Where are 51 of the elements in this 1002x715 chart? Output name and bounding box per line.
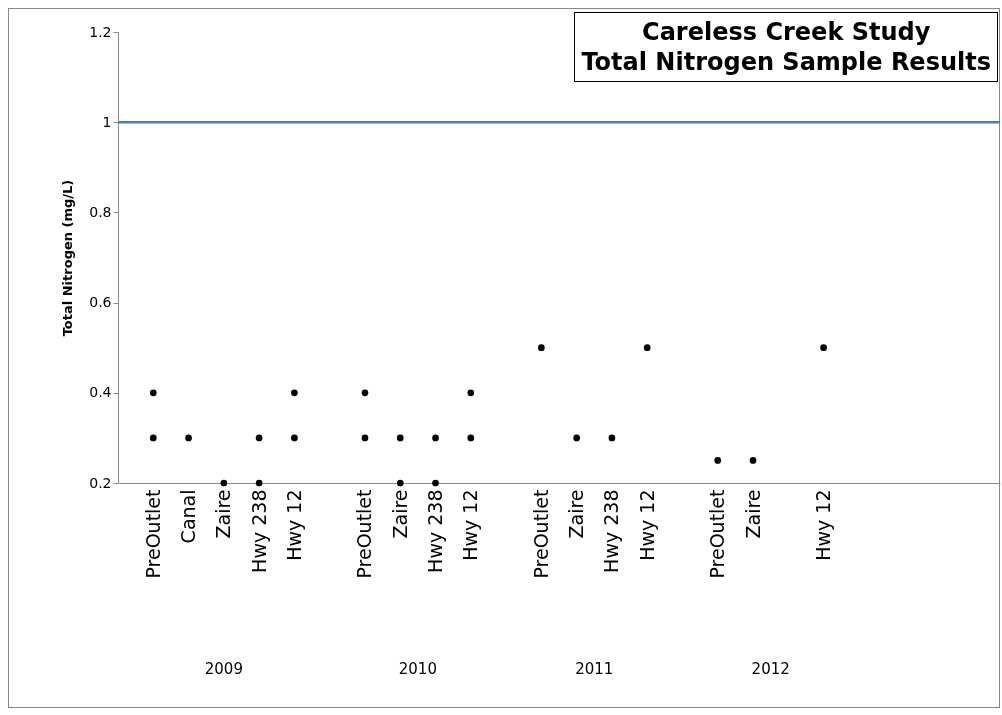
x-tick-label: Hwy 12 [635, 489, 658, 561]
x-tick-label: Hwy 238 [600, 489, 623, 573]
x-tick-label: Zaire [388, 489, 411, 539]
x-tick-label: Hwy 12 [459, 489, 482, 561]
chart-title: Careless Creek Study Total Nitrogen Sample Results [574, 12, 998, 82]
y-tick-label: 0.2 [89, 474, 112, 491]
point [820, 344, 827, 352]
x-tick-label: Zaire [565, 489, 588, 539]
text: 2012 [751, 660, 790, 678]
point [291, 434, 298, 442]
point [714, 457, 722, 464]
point [149, 434, 157, 442]
point [432, 479, 439, 487]
point [608, 434, 616, 442]
text: 2009 [204, 660, 243, 678]
y-tick-label: 0.8 [89, 203, 112, 220]
x-tick-label: Hwy 12 [282, 489, 305, 561]
x-tick-label: Hwy 12 [812, 489, 835, 561]
point [361, 434, 369, 442]
x-tick-label: Canal [177, 489, 200, 544]
y-tick-label: 0.6 [89, 294, 112, 311]
point [467, 434, 475, 442]
y-tick-label: 1.2 [89, 23, 112, 40]
point [361, 389, 369, 397]
y-axis-title: Total Nitrogen (mg/L) [60, 179, 76, 337]
point [220, 479, 228, 487]
point [396, 434, 404, 442]
text: 2011 [575, 660, 614, 678]
point [432, 434, 439, 442]
point [185, 434, 192, 442]
point [396, 479, 404, 487]
x-tick-label: Hwy 238 [247, 489, 270, 573]
point [573, 434, 580, 442]
point [538, 344, 545, 352]
x-tick-label: PreOutlet [529, 489, 552, 579]
x-tick-label: Zaire [741, 489, 764, 539]
x-tick-label: PreOutlet [141, 489, 164, 579]
point [749, 457, 757, 464]
y-tick-label: 0.4 [89, 384, 112, 401]
x-tick-label: Zaire [212, 489, 235, 539]
point [291, 389, 298, 397]
point [255, 479, 263, 487]
x-tick-label: PreOutlet [706, 489, 729, 579]
point [255, 434, 263, 442]
x-tick-label: PreOutlet [353, 489, 376, 579]
y-tick-label: 1 [102, 113, 112, 130]
text: 2010 [398, 660, 437, 678]
point [149, 389, 157, 397]
x-tick-label: Hwy 238 [424, 489, 447, 573]
point [643, 344, 651, 352]
point [467, 389, 475, 397]
